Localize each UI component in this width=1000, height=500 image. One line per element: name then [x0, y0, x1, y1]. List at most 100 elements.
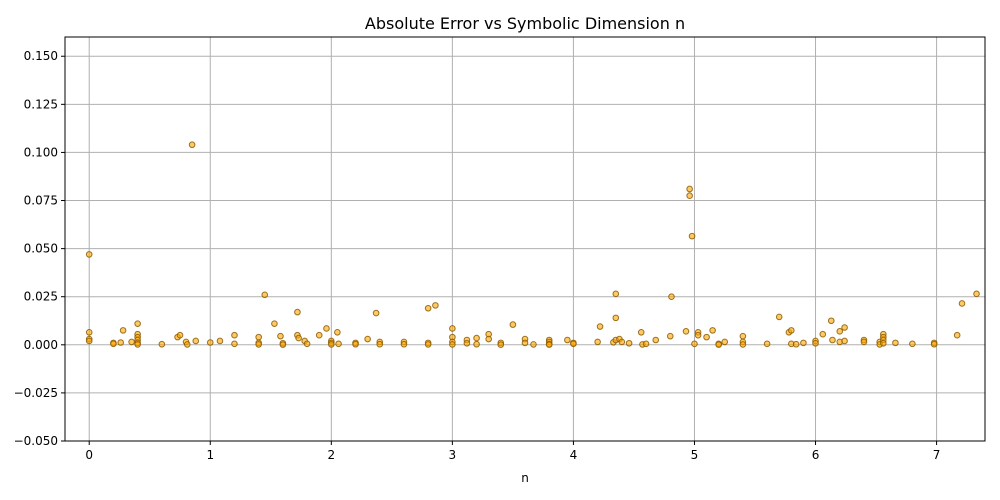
- data-point: [128, 338, 135, 346]
- data-point: [819, 330, 827, 338]
- data-point: [841, 337, 848, 345]
- data-point: [612, 290, 620, 298]
- data-point: [930, 340, 938, 348]
- x-tick-label: 1: [206, 448, 214, 462]
- data-point: [812, 339, 819, 347]
- data-point: [709, 327, 716, 334]
- data-point: [271, 320, 278, 327]
- data-point: [953, 331, 961, 339]
- data-point: [637, 329, 645, 336]
- y-tick-label: 0.100: [24, 145, 58, 159]
- data-point: [352, 340, 359, 348]
- data-point: [721, 338, 729, 346]
- data-point: [473, 340, 480, 348]
- data-point: [400, 340, 408, 348]
- data-point: [973, 290, 980, 298]
- x-tick-label: 4: [570, 448, 578, 462]
- data-point: [836, 328, 844, 335]
- data-point: [652, 336, 660, 344]
- data-point: [642, 340, 650, 348]
- data-point: [261, 291, 269, 299]
- data-points: [85, 141, 980, 348]
- x-tick-label: 2: [327, 448, 335, 462]
- data-point: [279, 341, 287, 348]
- data-point: [110, 340, 117, 348]
- data-point: [119, 327, 127, 334]
- x-tick-label: 0: [85, 448, 93, 462]
- data-point: [800, 339, 807, 347]
- y-tick-label: 0.000: [24, 338, 58, 352]
- x-tick-label: 5: [691, 448, 699, 462]
- data-point: [277, 332, 284, 340]
- data-point: [682, 328, 690, 335]
- data-point: [134, 320, 141, 327]
- data-point: [315, 331, 323, 339]
- data-point: [183, 341, 191, 348]
- data-point: [703, 333, 710, 341]
- x-tick-label: 3: [449, 448, 457, 462]
- data-point: [158, 340, 166, 348]
- data-point: [295, 334, 302, 342]
- data-point: [829, 336, 836, 344]
- data-point: [739, 341, 747, 348]
- data-point: [334, 329, 341, 336]
- data-point: [686, 192, 693, 200]
- data-point: [739, 332, 747, 340]
- data-point: [841, 324, 848, 331]
- data-point: [909, 340, 916, 348]
- y-tick-label: −0.025: [14, 386, 58, 400]
- data-point: [85, 337, 93, 345]
- grid: [65, 37, 985, 442]
- data-point: [892, 339, 899, 347]
- data-point: [827, 317, 835, 325]
- data-point: [570, 340, 577, 348]
- data-point: [335, 340, 342, 348]
- data-point: [545, 341, 553, 348]
- data-point: [763, 340, 771, 348]
- data-point: [255, 341, 262, 348]
- data-point: [176, 331, 184, 339]
- data-point: [328, 341, 335, 348]
- data-point: [686, 185, 693, 193]
- data-point: [364, 335, 371, 343]
- data-point: [668, 293, 675, 301]
- data-point: [691, 340, 698, 348]
- data-point: [521, 339, 529, 347]
- data-point: [231, 340, 238, 348]
- data-point: [788, 327, 795, 334]
- y-tick-label: −0.050: [14, 434, 58, 448]
- data-point: [485, 335, 492, 343]
- data-point: [509, 321, 517, 328]
- data-point: [792, 340, 800, 348]
- data-point: [666, 332, 674, 340]
- data-point: [216, 337, 224, 345]
- data-point: [530, 341, 537, 348]
- data-point: [206, 339, 214, 346]
- data-point: [688, 232, 696, 240]
- data-point: [449, 341, 456, 348]
- data-point: [303, 340, 311, 348]
- data-point: [958, 300, 966, 307]
- data-point: [424, 341, 432, 348]
- data-point: [596, 323, 604, 330]
- data-point: [449, 325, 456, 332]
- y-tick-label: 0.125: [24, 97, 58, 111]
- data-point: [117, 339, 124, 346]
- data-point: [497, 341, 505, 348]
- data-point: [85, 329, 93, 336]
- y-tick-label: 0.150: [24, 49, 58, 63]
- x-axis-ticks: 0 1 2 3 4 5 6 7: [85, 441, 940, 462]
- data-point: [134, 341, 141, 348]
- data-point: [255, 333, 262, 341]
- y-tick-label: 0.050: [24, 242, 58, 256]
- data-point: [432, 302, 439, 309]
- data-point: [424, 304, 432, 312]
- y-tick-label: 0.075: [24, 194, 58, 208]
- data-point: [85, 251, 93, 258]
- data-point: [294, 308, 301, 316]
- plot-frame: [64, 36, 986, 442]
- data-point: [775, 313, 783, 321]
- data-point: [192, 337, 200, 345]
- data-point: [594, 338, 601, 346]
